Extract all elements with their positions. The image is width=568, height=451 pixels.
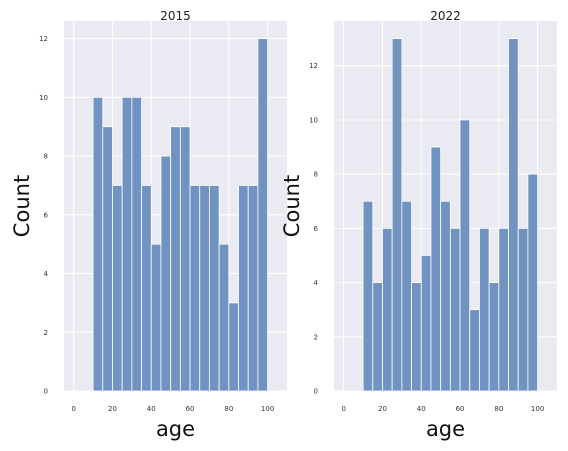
histogram-bar: [527, 173, 539, 392]
x-tick-label: 40: [417, 405, 426, 413]
histogram-bar: [508, 38, 519, 392]
histogram-bar: [141, 185, 152, 392]
histogram-bar: [382, 227, 393, 392]
histogram-bar: [238, 185, 249, 392]
histogram-bar: [420, 255, 432, 392]
histogram-bar: [488, 282, 500, 392]
histogram-bar: [449, 227, 461, 392]
histogram-bar: [218, 243, 230, 392]
histogram-bar: [121, 96, 133, 392]
y-axis-label-right: Count: [280, 175, 304, 237]
histogram-bar: [401, 200, 412, 392]
x-tick-label: 0: [341, 405, 345, 413]
yticks-left: 0 2 4 6 8 10 12: [39, 35, 48, 395]
histogram-bar: [517, 227, 529, 392]
bars-left: [92, 38, 269, 392]
xticks-left: 0 20 40 60 80 100: [71, 405, 274, 413]
x-tick-label: 80: [494, 405, 503, 413]
histogram-bar: [189, 185, 201, 392]
x-tick-label: 20: [378, 405, 387, 413]
x-tick-label: 100: [261, 405, 274, 413]
histogram-bar: [209, 185, 220, 392]
x-tick-label: 80: [224, 405, 233, 413]
histogram-bar: [228, 302, 239, 392]
x-tick-label: 100: [531, 405, 544, 413]
y-tick-label: 6: [44, 211, 49, 219]
y-tick-label: 0: [314, 388, 318, 396]
y-tick-label: 0: [44, 388, 48, 396]
y-tick-label: 8: [314, 171, 318, 179]
histogram-bar: [479, 227, 490, 392]
y-tick-label: 2: [44, 329, 48, 337]
x-tick-label: 0: [71, 405, 75, 413]
subplot-title-right: 2022: [430, 9, 461, 23]
bars-right: [362, 38, 539, 392]
histogram-bar: [150, 243, 162, 392]
y-tick-label: 4: [314, 279, 319, 287]
y-tick-label: 6: [314, 225, 319, 233]
histogram-bar: [469, 309, 480, 392]
x-axis-label-right: age: [426, 417, 465, 441]
histogram-bar: [247, 185, 259, 392]
histogram-bar: [430, 146, 442, 392]
x-tick-label: 60: [456, 405, 465, 413]
histogram-bar: [102, 126, 113, 392]
x-axis-label-left: age: [156, 417, 195, 441]
histogram-bar: [440, 200, 451, 392]
subplot-right: 0 20 40 60 80 100 0 2 4 6 8 10 12 2022 age Count: [280, 9, 557, 441]
x-tick-label: 40: [147, 405, 156, 413]
xticks-right: 0 20 40 60 80 100: [341, 405, 544, 413]
histogram-bar: [160, 155, 172, 392]
y-tick-label: 10: [309, 116, 318, 124]
histogram-bar: [372, 282, 383, 392]
y-tick-label: 12: [39, 35, 48, 43]
y-tick-label: 2: [314, 333, 318, 341]
histogram-bar: [459, 119, 471, 392]
subplot-title-left: 2015: [160, 9, 191, 23]
x-tick-label: 20: [108, 405, 117, 413]
histogram-bar: [112, 185, 123, 392]
histogram-bar: [199, 185, 210, 392]
y-tick-label: 12: [309, 62, 318, 70]
histogram-bar: [362, 200, 374, 392]
histogram-bar: [498, 227, 509, 392]
x-tick-label: 60: [186, 405, 195, 413]
y-tick-label: 8: [44, 153, 48, 161]
histogram-bar: [179, 126, 191, 392]
y-axis-label-left: Count: [10, 175, 34, 237]
subplot-left: 0 20 40 60 80 100 0 2 4 6 8 10 12 2015 age Count: [10, 9, 287, 441]
histogram-bar: [257, 38, 269, 392]
y-tick-label: 4: [44, 270, 49, 278]
yticks-right: 0 2 4 6 8 10 12: [309, 62, 318, 395]
histogram-bar: [170, 126, 181, 392]
histogram-bar: [411, 282, 422, 392]
histogram-bar: [391, 38, 403, 392]
histogram-bar: [92, 96, 104, 392]
y-tick-label: 10: [39, 94, 48, 102]
histogram-bar: [131, 96, 142, 392]
